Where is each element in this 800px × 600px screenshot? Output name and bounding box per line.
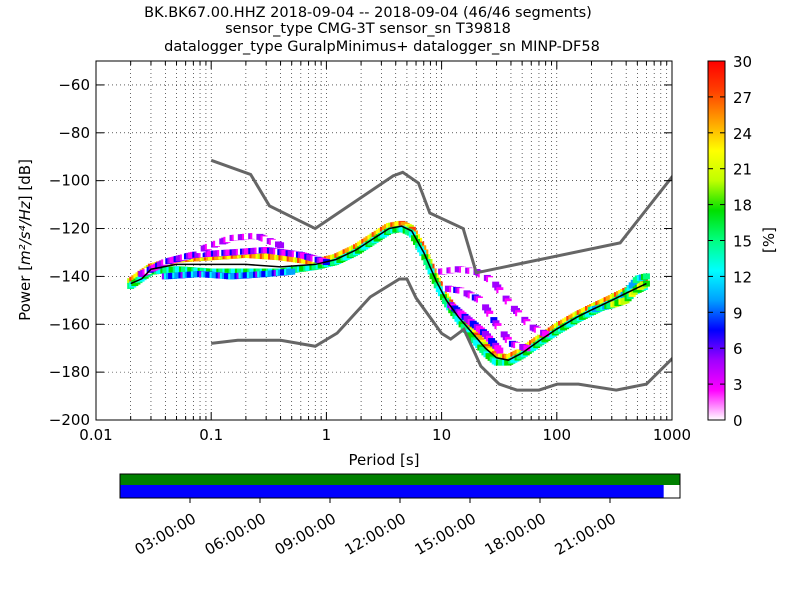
- density-cell: [425, 263, 433, 270]
- density-cell: [415, 242, 423, 249]
- y-tick-label: −80: [58, 124, 90, 142]
- colorbar-tick-label: 12: [733, 268, 752, 286]
- colorbar-tick-label: 18: [733, 197, 752, 215]
- time-tick-label: 12:00:00: [342, 510, 409, 559]
- colorbar-tick-label: 0: [733, 412, 743, 430]
- density-cell: [496, 347, 504, 354]
- y-axis-label: Power [m²/s⁴/Hz] [dB]: [16, 159, 34, 321]
- time-tick-label: 18:00:00: [482, 510, 549, 559]
- density-cell: [429, 273, 437, 280]
- density-cell: [482, 304, 490, 311]
- density-cell: [642, 273, 650, 280]
- density-cell: [523, 345, 531, 352]
- data-coverage-bar: [120, 474, 680, 485]
- colorbar-tick-label: 3: [733, 376, 743, 394]
- time-tick-label: 03:00:00: [132, 510, 199, 559]
- plot-background: [96, 61, 672, 420]
- y-tick-label: −140: [49, 267, 90, 285]
- density-cell: [477, 297, 485, 304]
- density-cell: [408, 231, 416, 238]
- y-tick-label: −200: [49, 411, 90, 429]
- time-tick-label: 21:00:00: [552, 510, 619, 559]
- colorbar-tick-label: 24: [733, 125, 752, 143]
- colorbar-label: [%]: [760, 227, 778, 253]
- density-cell: [486, 310, 494, 317]
- density-cell: [484, 307, 492, 314]
- x-tick-label: 10: [432, 426, 451, 444]
- colorbar-ticks: 0 3 6 9 12 15 18 21 24 27 30: [708, 53, 752, 430]
- y-tick-label: −120: [49, 220, 90, 238]
- title-line-3: datalogger_type GuralpMinimus+ datalogge…: [164, 39, 600, 55]
- colorbar-tick-label: 30: [733, 53, 752, 71]
- time-tick-label: 06:00:00: [202, 510, 269, 559]
- title-line-2: sensor_type CMG-3T sensor_sn T39818: [225, 21, 511, 37]
- y-tick-label: −180: [49, 363, 90, 381]
- colorbar-tick-label: 27: [733, 89, 752, 107]
- colorbar-tick-label: 9: [733, 304, 743, 322]
- density-cell: [439, 294, 447, 301]
- colorbar-tick-label: 21: [733, 161, 752, 179]
- density-cell: [419, 250, 427, 257]
- density-cell: [431, 277, 439, 284]
- x-axis-label: Period [s]: [348, 451, 419, 469]
- mean-curve-group: [130, 225, 647, 361]
- x-tick-label: 1: [322, 426, 332, 444]
- density-cell: [490, 317, 498, 324]
- density-cell: [433, 282, 441, 289]
- x-tick-label: 1000: [653, 426, 691, 444]
- y-axis-label-prefix: Power [: [16, 265, 34, 321]
- density-cell: [427, 268, 435, 275]
- used-coverage-bar: [120, 485, 664, 498]
- density-cell: [288, 268, 296, 275]
- time-axis-ticks: 03:00:00 06:00:00 09:00:00 12:00:00 15:00:00…: [132, 498, 619, 559]
- x-tick-label: 0.1: [199, 426, 223, 444]
- y-axis-label-units: m²/s⁴/Hz: [16, 200, 34, 265]
- plot-area: 0.01 0.1 1 10 100 1000 −200 −180 −160 −140 −120 −1…: [49, 60, 691, 444]
- density-heatmap: [127, 220, 650, 366]
- noise-model-nhnm: [210, 158, 672, 275]
- colorbar-tick-label: 15: [733, 233, 752, 251]
- x-tick-label: 100: [542, 426, 571, 444]
- availability-panel: 03:00:00 06:00:00 09:00:00 12:00:00 15:00:00…: [119, 473, 681, 559]
- plot-frame: [95, 60, 673, 421]
- density-cell: [413, 238, 421, 245]
- density-cell: [542, 330, 550, 337]
- colorbar: 0 3 6 9 12 15 18 21 24 27 30 [%]: [707, 53, 778, 430]
- x-tick-label: 0.01: [79, 426, 112, 444]
- colorbar-tick-label: 6: [733, 340, 743, 358]
- y-axis-label-suffix: ] [dB]: [16, 159, 34, 201]
- density-cell: [480, 301, 488, 308]
- noise-model-nlnm: [211, 277, 672, 392]
- y-axis-ticks: −200 −180 −160 −140 −120 −100 −80 −60: [49, 76, 672, 429]
- y-tick-label: −100: [49, 172, 90, 190]
- y-tick-label: −60: [58, 76, 90, 94]
- density-cell: [437, 290, 445, 297]
- density-cell: [423, 258, 431, 265]
- time-tick-label: 15:00:00: [412, 510, 479, 559]
- density-cell: [277, 242, 285, 249]
- density-cell: [417, 246, 425, 253]
- density-cell: [421, 254, 429, 261]
- x-axis-ticks: 0.01 0.1 1 10 100 1000: [79, 61, 691, 444]
- density-cell: [435, 286, 443, 293]
- density-cell: [442, 298, 450, 305]
- noise-models: [210, 158, 672, 392]
- density-cell: [488, 313, 496, 320]
- density-cell: [410, 235, 418, 242]
- mean-curve: [130, 225, 647, 361]
- title-line-1: BK.BK67.00.HHZ 2018-09-04 -- 2018-09-04 …: [144, 5, 592, 21]
- time-tick-label: 09:00:00: [272, 510, 339, 559]
- y-tick-label: −160: [49, 315, 90, 333]
